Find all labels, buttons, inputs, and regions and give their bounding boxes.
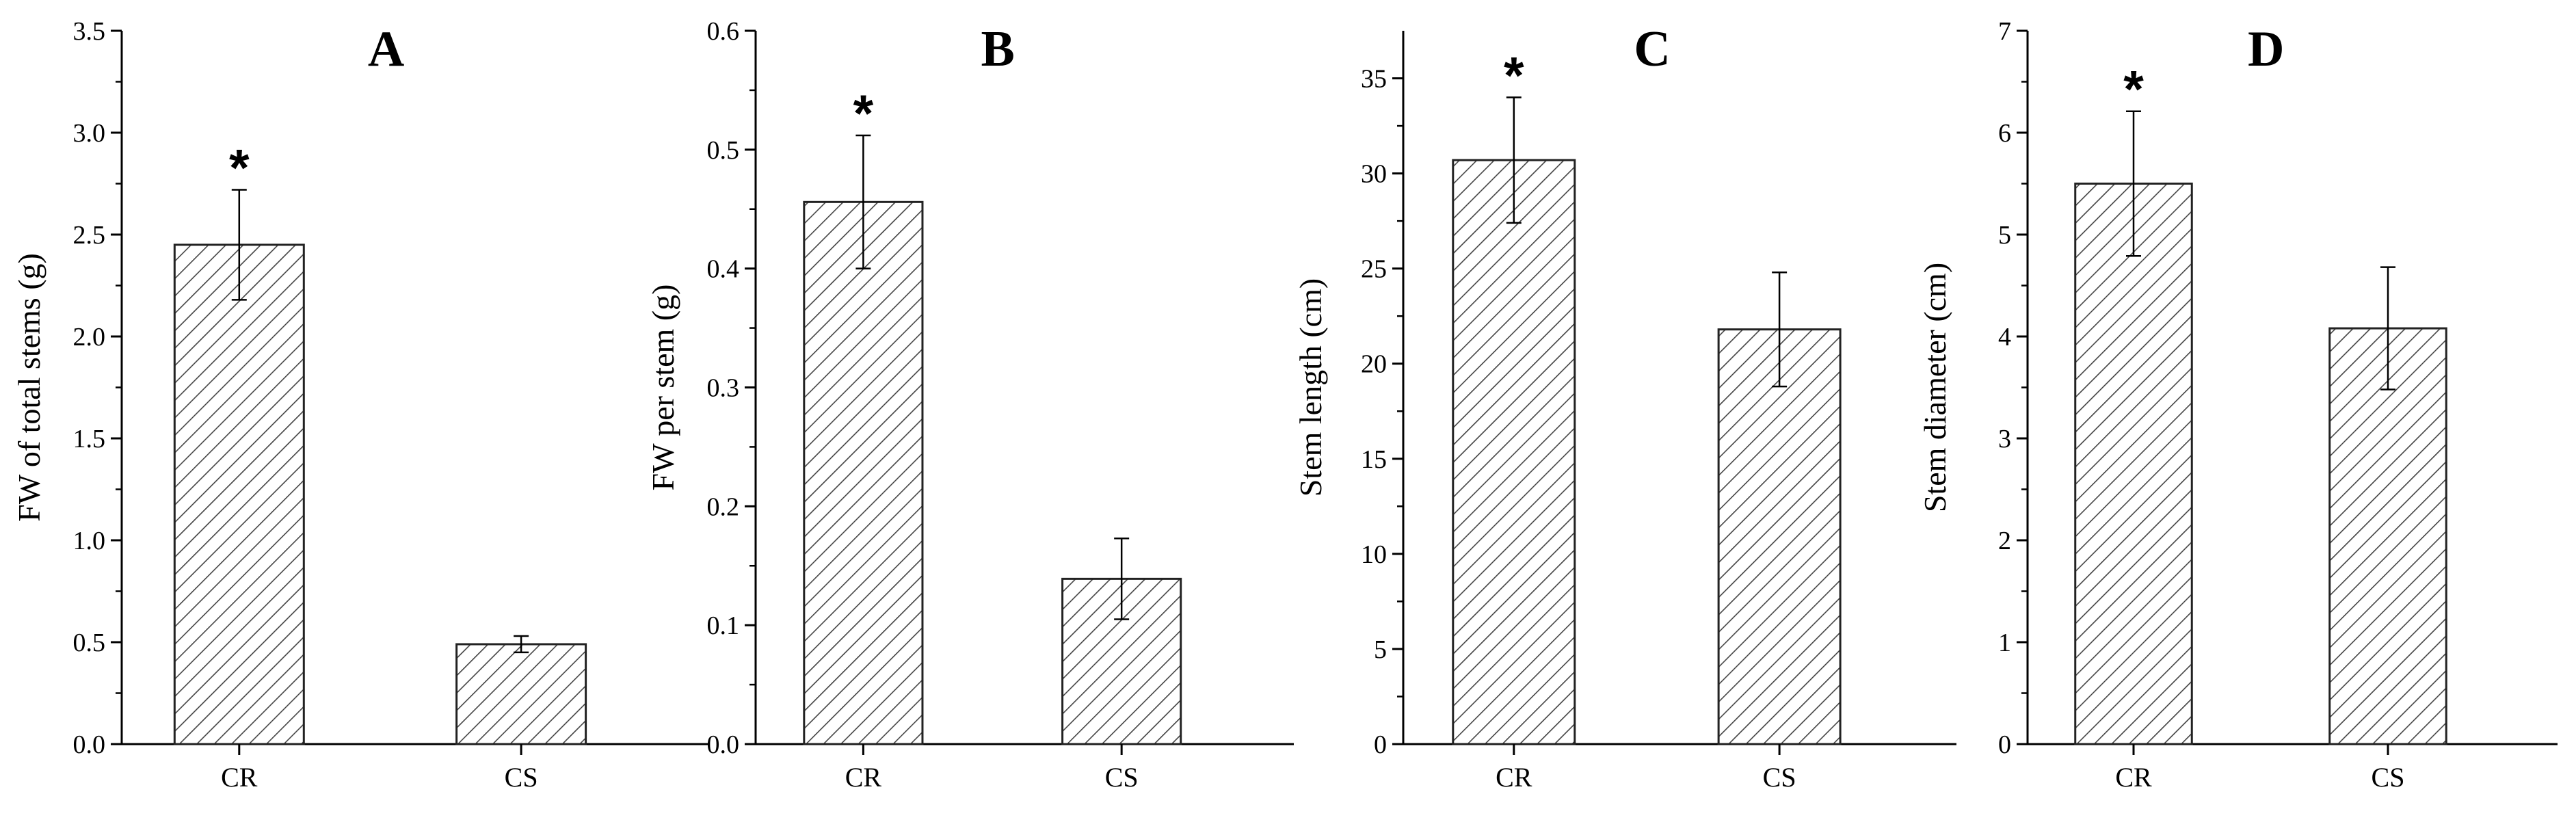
y-tick-label: 3 [1998,425,2011,453]
panel-a: 0.0 0.5 1.0 1.5 2.0 2.5 3.0 3.5 FW of total stem… [12,17,709,793]
x-tick-label-cs: CS [2372,762,2405,793]
bar-cr [173,243,305,745]
x-tick-label-cr: CR [2115,762,2152,793]
y-axis-title: Stem length (cm) [1293,278,1328,497]
y-tick-label: 30 [1361,160,1387,189]
y-tick-label: 0.3 [707,374,740,403]
y-tick-label: 0.6 [707,17,740,46]
panel-letter: D [2248,21,2284,77]
y-tick-label: 5 [1998,221,2011,250]
y-axis-title: FW per stem (g) [646,285,680,491]
panel-d: 0 1 2 3 4 5 6 7 Stem diameter (cm) D * CR CS [1917,17,2558,793]
y-tick-label: 2 [1998,527,2011,555]
y-tick-label: 0 [1374,730,1387,759]
y-tick-label: 20 [1361,350,1387,379]
bar-cs [455,643,587,745]
y-tick-label: 0.5 [73,629,106,657]
panel-letter: C [1634,21,1670,77]
y-tick-label: 10 [1361,540,1387,569]
panel-b: 0.0 0.1 0.2 0.3 0.4 0.5 0.6 FW per stem (g) B * CR… [646,17,1294,793]
panel-c: 0 5 10 15 20 25 30 35 Stem length (cm) C * CR CS [1293,21,1956,793]
y-tick-label: 25 [1361,255,1387,284]
y-axis-title: Stem diameter (cm) [1917,263,1952,512]
x-tick-label-cr: CR [845,762,882,793]
y-tick-label: 15 [1361,445,1387,474]
y-tick-label: 0.0 [707,730,740,759]
bar-cr [803,200,924,745]
significance-mark: * [229,139,250,197]
significance-mark: * [2123,61,2144,119]
y-tick-label: 1.0 [73,527,106,555]
y-tick-label: 7 [1998,17,2011,46]
panel-letter: B [981,21,1014,77]
bar-cs [2328,327,2447,745]
x-tick-label-cs: CS [505,762,538,793]
y-tick-label: 3.5 [73,17,106,46]
significance-mark: * [853,85,874,143]
x-tick-label-cs: CS [1105,762,1139,793]
y-tick-label: 0 [1998,730,2011,759]
y-tick-label: 0.2 [707,492,740,521]
y-tick-label: 5 [1374,635,1387,664]
y-tick-label: 4 [1998,323,2011,352]
y-tick-label: 0.5 [707,136,740,165]
y-tick-label: 2.5 [73,221,106,250]
bar-cr [2074,183,2193,745]
y-tick-label: 3.0 [73,119,106,148]
y-tick-label: 35 [1361,65,1387,94]
y-tick-label: 0.4 [707,255,740,284]
x-tick-label-cr: CR [1496,762,1532,793]
y-tick-label: 1 [1998,629,2011,657]
y-tick-label: 6 [1998,119,2011,148]
bar-cr [1452,159,1576,745]
y-tick-label: 0.1 [707,611,740,640]
y-tick-label: 2.0 [73,323,106,352]
y-tick-label: 0.0 [73,730,106,759]
x-tick-label-cr: CR [221,762,258,793]
y-axis-title: FW of total stems (g) [12,253,47,522]
bar-cs [1717,328,1842,745]
x-tick-label-cs: CS [1763,762,1796,793]
panel-letter: A [368,21,404,77]
y-tick-label: 1.5 [73,425,106,453]
significance-mark: * [1504,47,1524,105]
